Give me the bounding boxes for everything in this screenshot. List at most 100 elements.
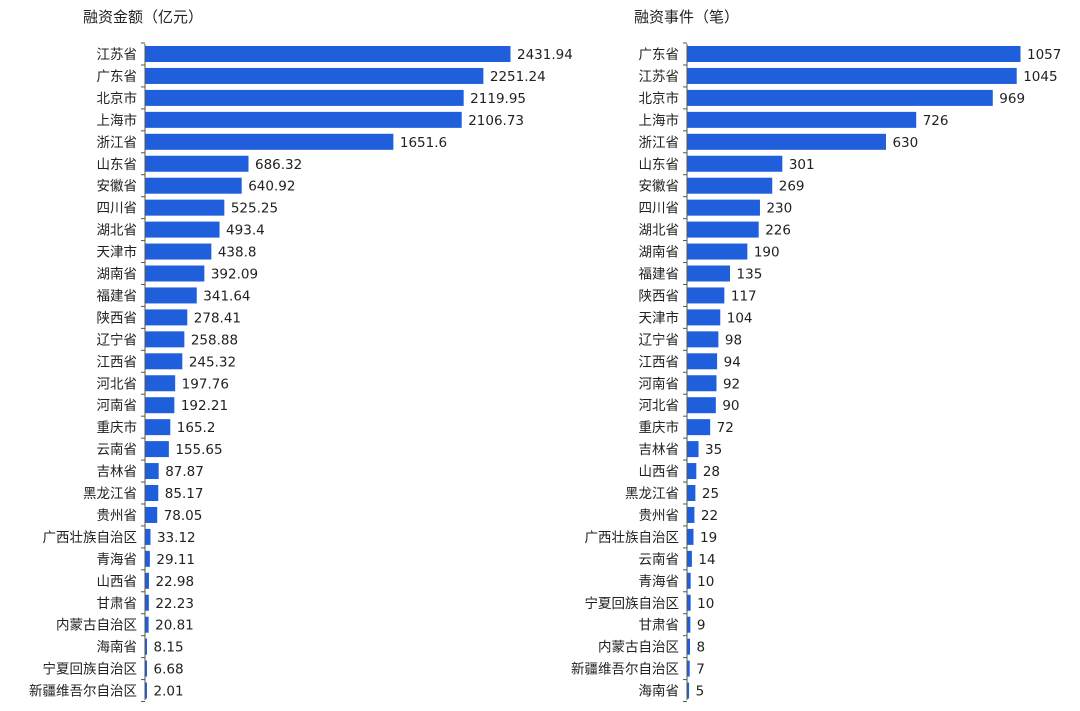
category-label: 内蒙古自治区	[56, 618, 137, 634]
bar-events-16	[687, 397, 716, 414]
category-label: 山东省	[97, 157, 138, 173]
category-label: 四川省	[639, 201, 680, 217]
value-label: 630	[892, 135, 918, 151]
plot-financing-amount: 江苏省 2431.94 广东省 2251.24 北京市 2119.95 上海市 2106.73…	[29, 42, 573, 703]
value-label: 245.32	[189, 354, 236, 370]
category-label: 四川省	[97, 201, 138, 217]
value-label: 22.98	[155, 574, 194, 590]
category-label: 辽宁省	[97, 331, 138, 348]
category-label: 江苏省	[97, 47, 138, 63]
value-label: 686.32	[255, 157, 302, 173]
bar-amount-9	[145, 243, 212, 260]
category-label: 甘肃省	[639, 618, 680, 634]
value-label: 8.15	[154, 640, 184, 656]
value-label: 6.68	[154, 662, 184, 678]
category-label: 陕西省	[97, 310, 138, 326]
bar-amount-19	[145, 463, 159, 480]
bar-amount-15	[145, 375, 176, 392]
value-label: 2251.24	[490, 69, 546, 85]
category-label: 福建省	[639, 267, 680, 283]
value-label: 90	[722, 398, 739, 414]
value-label: 1651.6	[400, 135, 447, 151]
bar-events-2	[687, 89, 993, 106]
category-label: 天津市	[97, 244, 138, 261]
bar-events-28	[687, 660, 690, 677]
value-label: 258.88	[191, 332, 238, 348]
bar-events-15	[687, 375, 717, 392]
category-label: 云南省	[97, 442, 138, 458]
category-label: 贵州省	[97, 508, 138, 524]
bar-events-24	[687, 572, 691, 589]
value-label: 525.25	[231, 201, 278, 217]
value-label: 25	[702, 486, 719, 502]
value-label: 1057	[1027, 47, 1061, 63]
bar-events-13	[687, 331, 719, 348]
category-label: 广西壮族自治区	[585, 530, 680, 546]
value-label: 493.4	[226, 223, 265, 239]
category-label: 甘肃省	[97, 596, 138, 612]
value-label: 8	[697, 640, 706, 656]
value-label: 969	[999, 91, 1025, 107]
bar-amount-0	[145, 46, 511, 62]
bar-amount-18	[145, 441, 169, 458]
category-label: 内蒙古自治区	[598, 640, 679, 656]
category-label: 海南省	[97, 640, 138, 656]
bar-amount-24	[145, 572, 149, 589]
value-label: 2106.73	[468, 113, 524, 129]
value-label: 2431.94	[517, 47, 573, 63]
value-label: 197.76	[182, 376, 229, 392]
bar-events-23	[687, 550, 692, 567]
value-label: 85.17	[165, 486, 204, 502]
value-label: 135	[737, 267, 763, 283]
bar-amount-1	[145, 67, 484, 84]
category-label: 北京市	[639, 90, 680, 107]
bar-amount-21	[145, 506, 158, 523]
category-label: 天津市	[639, 309, 680, 326]
category-label: 河南省	[639, 376, 680, 392]
value-label: 726	[923, 113, 949, 129]
category-label: 山西省	[97, 574, 138, 590]
value-label: 165.2	[177, 420, 216, 436]
value-label: 78.05	[164, 508, 203, 524]
category-label: 黑龙江省	[83, 486, 137, 502]
category-label: 浙江省	[639, 135, 680, 151]
bar-amount-4	[145, 133, 394, 150]
bar-amount-10	[145, 265, 205, 282]
bar-amount-22	[145, 528, 151, 545]
category-label: 湖北省	[639, 223, 680, 239]
bar-amount-25	[145, 594, 149, 611]
category-label: 湖南省	[639, 245, 680, 261]
bar-amount-2	[145, 89, 464, 106]
value-label: 29.11	[156, 552, 195, 568]
value-label: 87.87	[165, 464, 204, 480]
value-label: 98	[725, 332, 742, 348]
value-label: 1045	[1023, 69, 1057, 85]
category-label: 陕西省	[639, 288, 680, 304]
category-label: 新疆维吾尔自治区	[29, 684, 137, 700]
value-label: 14	[698, 552, 715, 568]
value-label: 9	[697, 618, 706, 634]
bar-events-7	[687, 199, 760, 216]
chart-title-financing-events: 融资事件（笔）	[634, 8, 739, 26]
value-label: 640.92	[248, 179, 295, 195]
value-label: 94	[724, 354, 741, 370]
value-label: 33.12	[157, 530, 196, 546]
bar-amount-23	[145, 550, 150, 567]
value-label: 278.41	[194, 310, 241, 326]
value-label: 19	[700, 530, 717, 546]
bar-events-1	[687, 67, 1017, 84]
bar-amount-20	[145, 485, 159, 501]
bar-events-14	[687, 353, 718, 370]
category-label: 山东省	[639, 157, 680, 173]
value-label: 72	[717, 420, 734, 436]
category-label: 湖北省	[97, 223, 138, 239]
bar-amount-5	[145, 155, 249, 172]
bar-events-29	[687, 682, 690, 699]
category-label: 江西省	[639, 354, 680, 370]
category-label: 河北省	[639, 398, 680, 414]
bar-events-0	[687, 46, 1021, 62]
chart-title-financing-amount: 融资金额（亿元）	[83, 8, 203, 26]
value-label: 269	[779, 179, 805, 195]
value-label: 438.8	[218, 245, 257, 261]
